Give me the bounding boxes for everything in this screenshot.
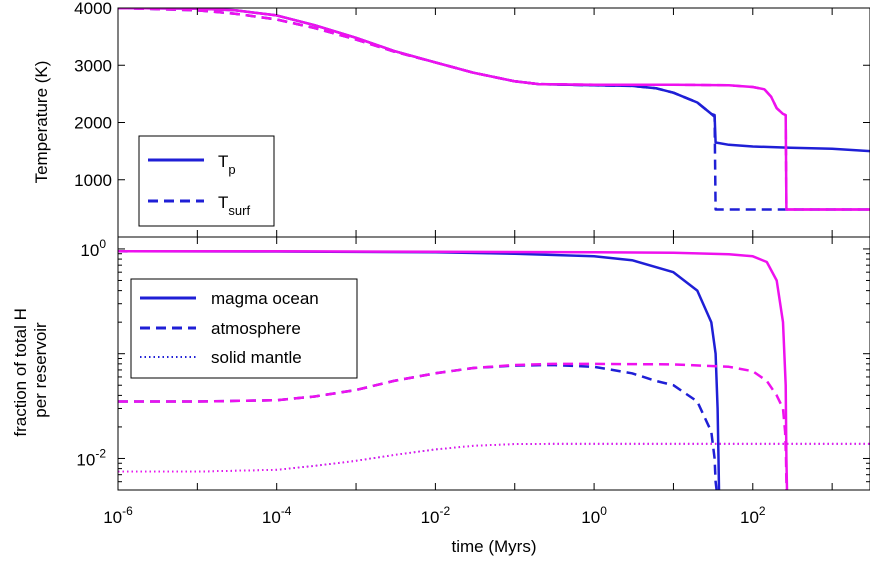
temperature-ytick-label: 4000 [74, 0, 112, 18]
temperature-ylabel: Temperature (K) [32, 61, 51, 184]
hydrogen-series-mo-mag [118, 250, 789, 490]
legend-tp-label: Tp [218, 152, 236, 177]
temperature-legend-box [138, 135, 275, 227]
time-xtick-label: 100 [581, 504, 607, 527]
legend-solid-mantle-label: solid mantle [211, 348, 302, 367]
hydrogen-series-sol-mag [118, 442, 870, 473]
hydrogen-ytick-label: 100 [80, 237, 106, 260]
hydrogen-axes-box [117, 236, 870, 491]
legend-tsurf-label: Tsurf [218, 193, 250, 218]
legend-magma-ocean-label: magma ocean [211, 289, 319, 308]
temperature-legend: Tp Tsurf [138, 135, 275, 227]
time-xtick-label: 10-4 [262, 504, 292, 527]
temperature-ytick-label: 1000 [74, 171, 112, 190]
hydrogen-legend: magma ocean atmosphere solid mantle [130, 278, 358, 379]
temperature-panel: 1000 2000 3000 4000 Tp Tsurf Temperature (K… [32, 0, 870, 238]
time-xtick-label: 102 [740, 504, 766, 527]
hydrogen-fraction-panel: 10-6 10-4 10-2 100 102 10-2 100 magma ocean at… [11, 236, 870, 556]
hydrogen-legend-box [130, 278, 358, 379]
temperature-series-tsurf-mag [118, 8, 870, 211]
temperature-ytick-label: 2000 [74, 114, 112, 133]
time-xlabel: time (Myrs) [452, 537, 537, 556]
time-xtick-label: 10-6 [103, 504, 133, 527]
legend-atmosphere-label: atmosphere [211, 319, 301, 338]
temperature-ytick-label: 3000 [74, 56, 112, 75]
hydrogen-ylabel: fraction of total H per reservoir [11, 303, 50, 436]
hydrogen-ytick-label: 10-2 [76, 446, 106, 469]
time-xtick-label: 10-2 [421, 504, 451, 527]
